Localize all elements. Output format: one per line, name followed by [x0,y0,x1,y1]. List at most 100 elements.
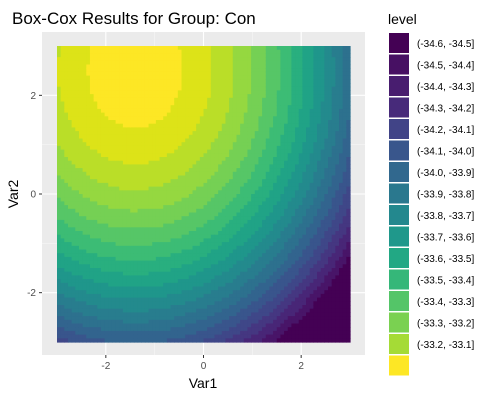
contour-cell [210,271,216,276]
contour-cell [203,260,208,265]
contour-cell [207,138,212,143]
contour-cell [221,268,227,273]
contour-cell [192,208,197,214]
contour-cell [265,245,271,251]
contour-cell [111,197,117,202]
contour-cell [60,297,65,302]
contour-cell [152,79,157,84]
contour-cell [192,164,197,169]
contour-cell [89,268,95,273]
contour-cell [82,157,87,162]
contour-cell [218,182,223,188]
contour-cell [269,208,274,214]
contour-cell [137,308,142,313]
contour-cell [155,108,161,114]
contour-cell [104,116,109,121]
contour-cell [221,90,227,95]
contour-cell [207,271,212,276]
contour-cell [89,256,95,262]
contour-cell [137,271,142,276]
contour-cell [152,108,157,114]
contour-cell [104,83,109,88]
contour-cell [141,275,146,280]
contour-cell [229,334,234,339]
contour-cell [166,164,172,169]
contour-cell [67,286,73,291]
contour-cell [137,282,142,288]
contour-cell [221,64,227,69]
contour-cell [100,327,106,332]
contour-cell [119,138,124,143]
contour-cell [166,97,172,103]
contour-cell [137,249,142,254]
contour-cell [144,46,150,51]
contour-cell [225,149,230,154]
contour-cell [111,271,117,276]
contour-cell [166,75,172,80]
contour-cell [130,190,135,195]
contour-cell [221,79,227,84]
contour-cell [166,175,172,180]
contour-cell [229,164,234,169]
contour-cell [159,323,164,328]
contour-cell [86,197,91,202]
contour-cell [203,175,208,180]
contour-cell [276,323,282,328]
contour-cell [262,94,267,99]
contour-cell [265,194,271,199]
contour-cell [273,112,278,117]
contour-cell [185,208,190,214]
contour-cell [254,171,260,177]
contour-cell [247,223,252,228]
contour-cell [166,316,172,321]
contour-cell [93,316,98,321]
contour-cell [280,101,285,106]
contour-cell [273,282,278,288]
contour-cell [78,319,84,325]
contour-cell [214,290,219,295]
contour-cell [185,186,190,191]
contour-cell [218,205,223,210]
contour-cell [181,123,186,128]
contour-cell [119,49,124,54]
contour-cell [89,297,95,302]
contour-cell [104,197,109,202]
contour-cell [210,168,216,173]
contour-cell [188,138,194,143]
contour-cell [119,190,124,195]
contour-cell [57,234,62,239]
contour-cell [177,297,183,302]
contour-cell [229,319,234,325]
contour-cell [159,282,164,288]
contour-cell [155,105,161,110]
contour-cell [262,227,267,232]
contour-cell [262,149,267,154]
contour-cell [218,142,223,147]
contour-cell [273,293,278,299]
contour-cell [82,234,87,239]
contour-cell [75,60,80,66]
contour-cell [196,101,201,106]
contour-cell [273,316,278,321]
contour-cell [67,275,73,280]
contour-cell [75,286,80,291]
contour-cell [214,275,219,280]
contour-cell [188,223,194,228]
contour-cell [243,253,249,258]
contour-cell [89,112,95,117]
contour-cell [108,153,113,158]
contour-cell [78,186,84,191]
contour-cell [111,338,117,343]
contour-cell [236,175,241,180]
contour-cell [258,212,263,217]
contour-cell [133,293,139,299]
contour-cell [232,308,238,313]
contour-cell [71,182,76,188]
contour-cell [104,86,109,91]
contour-cell [115,338,120,343]
contour-cell [78,205,84,210]
contour-cell [75,179,80,184]
contour-cell [126,90,131,95]
contour-cell [115,94,120,99]
contour-cell [144,153,150,158]
